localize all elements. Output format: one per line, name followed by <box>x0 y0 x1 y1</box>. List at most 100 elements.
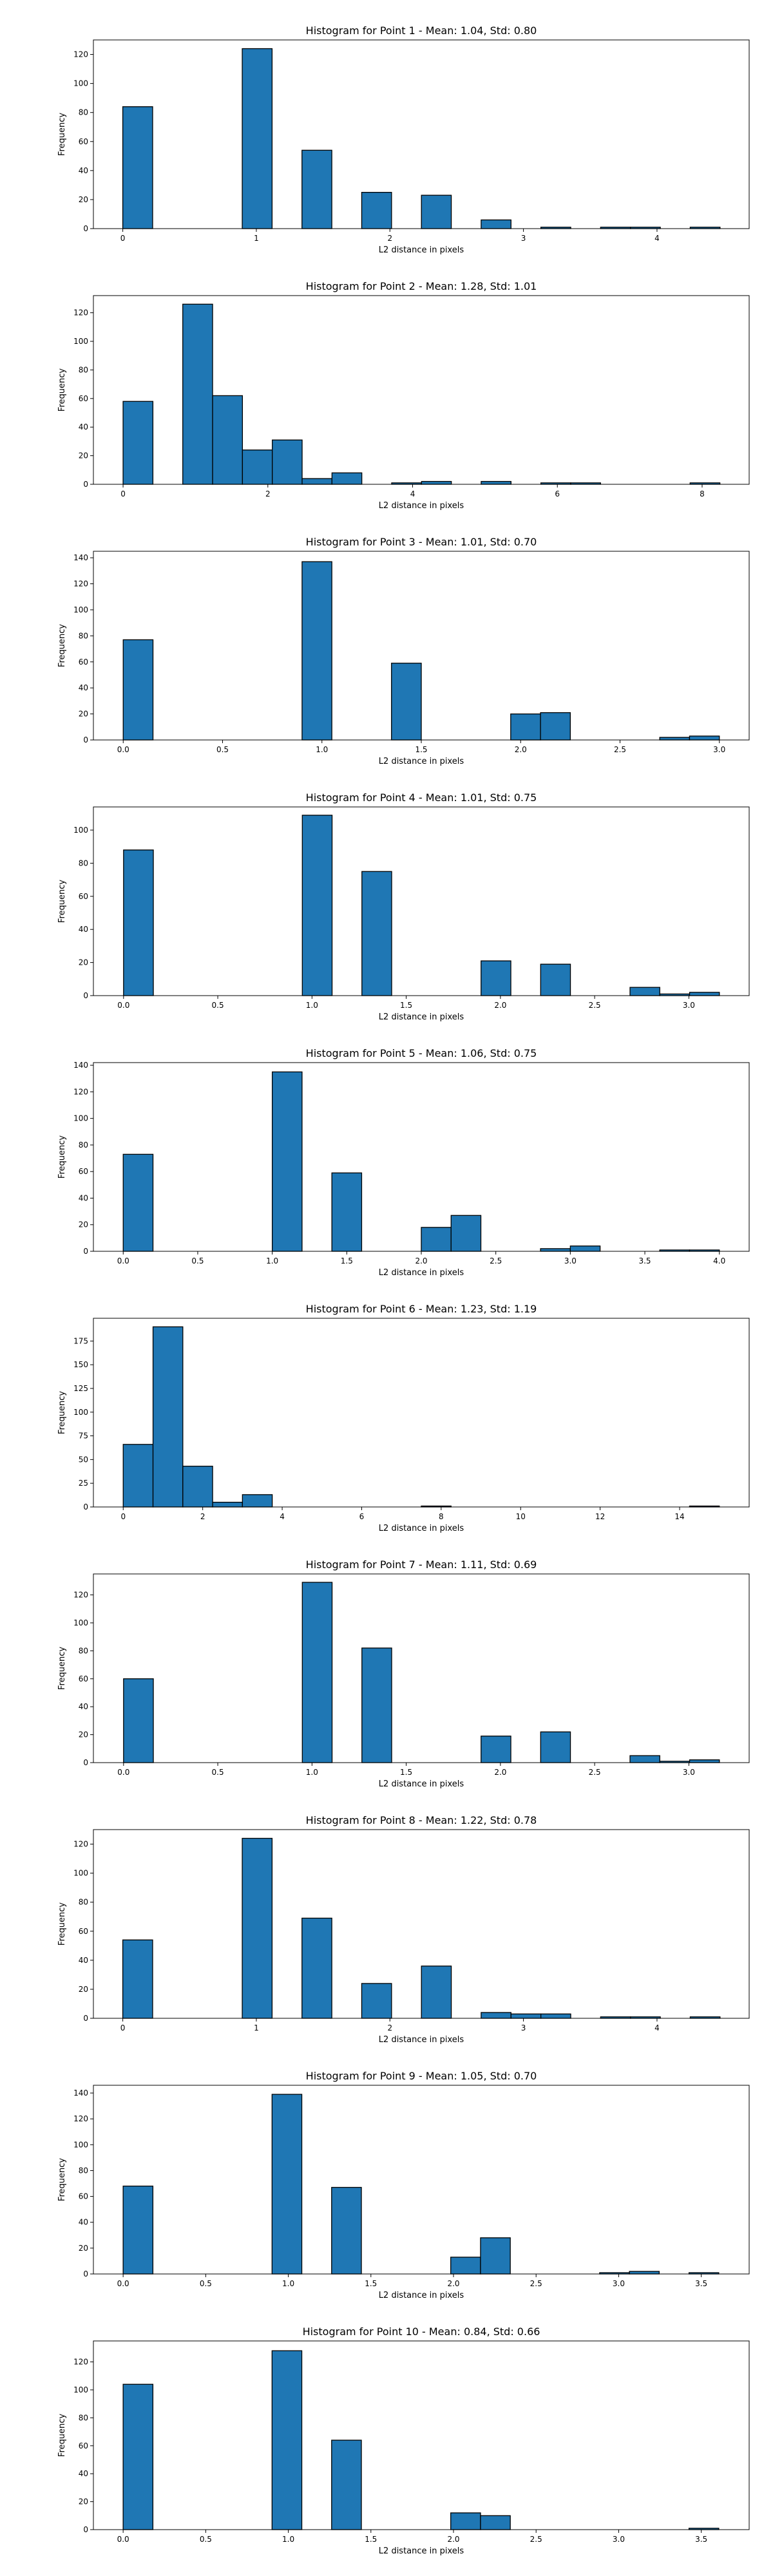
x-axis-label: L2 distance in pixels <box>379 2291 464 2300</box>
x-tick-label: 2.0 <box>494 1768 506 1777</box>
histogram-bar <box>331 2186 362 2275</box>
histogram-bar <box>689 1759 720 1763</box>
y-tick-label: 100 <box>73 2140 88 2149</box>
histogram-panel-7: Histogram for Point 7 - Mean: 1.11, Std:… <box>57 1558 750 1789</box>
y-tick-label: 0 <box>83 480 88 489</box>
histogram-panel-5: Histogram for Point 5 - Mean: 1.06, Std:… <box>57 1047 750 1278</box>
y-tick-label: 0 <box>83 1247 88 1256</box>
y-axis-label: Frequency <box>57 624 67 667</box>
x-tick-label: 2.5 <box>530 2279 542 2288</box>
x-tick-label: 0.0 <box>117 1768 129 1777</box>
histogram-bar <box>510 2013 542 2019</box>
chart-title: Histogram for Point 3 - Mean: 1.01, Std:… <box>306 536 537 548</box>
histogram-bar <box>540 712 571 741</box>
y-tick-label: 100 <box>73 1408 88 1417</box>
x-tick-label: 0 <box>120 234 126 243</box>
histogram-bar <box>569 1245 601 1252</box>
axes-frame <box>93 39 750 229</box>
x-tick-label: 1.5 <box>365 2279 377 2288</box>
x-tick-label: 3.0 <box>683 1768 695 1777</box>
histogram-panel-4: Histogram for Point 4 - Mean: 1.01, Std:… <box>57 791 750 1022</box>
x-tick-label: 0.0 <box>117 2279 129 2288</box>
histogram-bar <box>301 1917 332 2019</box>
y-tick-label: 100 <box>73 79 88 88</box>
x-tick-label: 2.5 <box>589 1001 601 1010</box>
y-axis-label: Frequency <box>57 1135 67 1179</box>
histogram-panel-1: Histogram for Point 1 - Mean: 1.04, Std:… <box>57 24 750 255</box>
y-tick-label: 120 <box>73 2114 88 2123</box>
y-tick-label: 120 <box>73 50 88 59</box>
y-tick-label: 20 <box>79 451 88 460</box>
chart-title: Histogram for Point 2 - Mean: 1.28, Std:… <box>306 280 537 292</box>
x-tick-label: 0.5 <box>212 1768 224 1777</box>
axes-frame <box>93 2085 750 2275</box>
histogram-bar <box>629 1755 660 1763</box>
histogram-bar <box>271 1071 303 1252</box>
y-tick-label: 0 <box>83 735 88 744</box>
y-tick-label: 20 <box>79 958 88 967</box>
x-tick-label: 8 <box>439 1512 444 1521</box>
chart-title: Histogram for Point 4 - Mean: 1.01, Std:… <box>306 791 537 804</box>
x-tick-label: 1 <box>254 234 259 243</box>
x-tick-label: 0.0 <box>117 2535 129 2544</box>
y-tick-label: 0 <box>83 991 88 1000</box>
histogram-bar <box>242 1837 273 2019</box>
y-tick-label: 40 <box>79 166 88 175</box>
y-tick-label: 75 <box>79 1432 88 1441</box>
histogram-bar <box>689 992 720 996</box>
y-tick-label: 0 <box>83 2525 88 2534</box>
y-tick-label: 100 <box>73 337 88 346</box>
x-axis-label: L2 distance in pixels <box>379 1268 464 1278</box>
y-tick-label: 125 <box>73 1384 88 1393</box>
histogram-bar <box>122 1444 154 1508</box>
y-tick-label: 140 <box>73 1061 88 1070</box>
y-tick-label: 80 <box>79 858 88 867</box>
histogram-bar <box>450 2512 481 2530</box>
x-tick-label: 1 <box>254 2023 259 2032</box>
y-tick-label: 100 <box>73 1618 88 1627</box>
y-axis-label: Frequency <box>57 2414 67 2457</box>
x-tick-label: 0 <box>120 1512 126 1521</box>
x-tick-label: 2.5 <box>490 1256 502 1265</box>
y-tick-label: 0 <box>83 1758 88 1767</box>
y-tick-label: 175 <box>73 1336 88 1345</box>
histogram-bar <box>182 1466 213 1508</box>
x-tick-label: 1.5 <box>415 745 427 754</box>
y-tick-label: 20 <box>79 2497 88 2506</box>
x-tick-label: 2 <box>387 2023 392 2032</box>
histogram-bar <box>301 561 332 741</box>
x-tick-label: 3.5 <box>695 2279 707 2288</box>
x-tick-label: 4 <box>280 1512 285 1521</box>
y-tick-label: 20 <box>79 1985 88 1994</box>
x-tick-label: 2.0 <box>515 745 527 754</box>
histogram-bar <box>391 663 422 741</box>
histogram-bar <box>122 639 154 741</box>
y-axis-label: Frequency <box>57 2158 67 2201</box>
x-axis-label: L2 distance in pixels <box>379 757 464 766</box>
y-tick-label: 100 <box>73 1114 88 1123</box>
y-tick-label: 120 <box>73 2358 88 2367</box>
histogram-bar <box>481 480 511 485</box>
histogram-bar <box>480 2237 511 2275</box>
x-tick-label: 3.5 <box>695 2535 707 2544</box>
histogram-panel-2: Histogram for Point 2 - Mean: 1.28, Std:… <box>57 280 750 511</box>
histogram-bar <box>271 2094 303 2275</box>
x-tick-label: 8 <box>700 489 705 498</box>
histogram-bar <box>421 1227 452 1252</box>
x-tick-label: 0.5 <box>200 2535 212 2544</box>
y-tick-label: 40 <box>79 683 88 692</box>
histogram-bar <box>123 1678 154 1763</box>
y-tick-label: 25 <box>79 1479 88 1488</box>
y-tick-label: 140 <box>73 2088 88 2098</box>
histogram-bar <box>122 401 154 485</box>
x-tick-label: 0.0 <box>117 745 129 754</box>
x-tick-label: 3.0 <box>713 745 725 754</box>
histogram-bar <box>301 478 333 485</box>
y-tick-label: 80 <box>79 1646 88 1655</box>
y-tick-label: 120 <box>73 1591 88 1600</box>
x-tick-label: 2.5 <box>614 745 626 754</box>
x-tick-label: 2 <box>265 489 271 498</box>
x-tick-label: 3.0 <box>613 2535 625 2544</box>
x-tick-label: 0 <box>120 2023 126 2032</box>
x-tick-label: 1.5 <box>341 1256 353 1265</box>
